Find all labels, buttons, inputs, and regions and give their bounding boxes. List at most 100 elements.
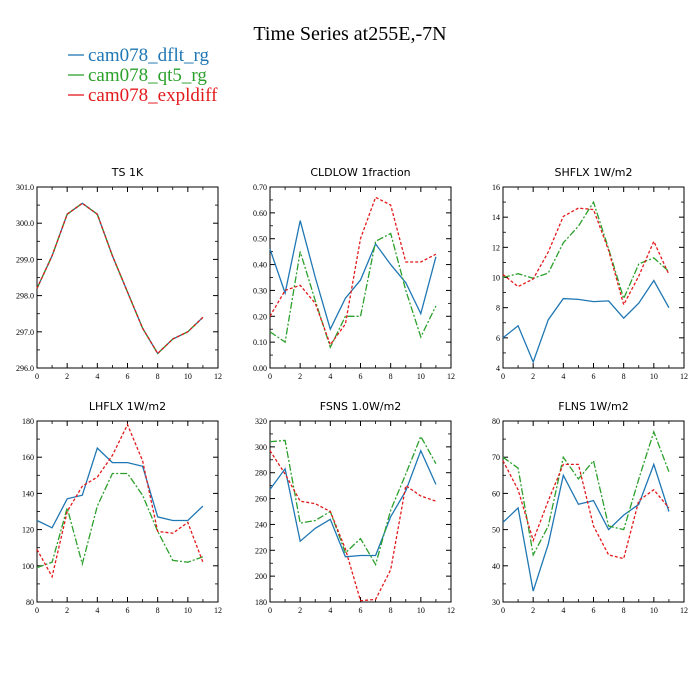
y-tick-label: 160 — [22, 453, 34, 462]
x-tick-label: 6 — [126, 372, 130, 381]
x-tick-label: 12 — [447, 372, 455, 381]
series-line-cam078_qt5_rg — [36, 202, 204, 355]
plot-frame-3 — [36, 420, 219, 603]
y-tick-label: 4 — [496, 364, 500, 373]
y-tick-label: 0.00 — [253, 364, 267, 373]
y-tick-label: 14 — [492, 213, 500, 222]
x-tick-label: 6 — [359, 606, 363, 615]
panel-title-4: FSNS 1.0W/m2 — [320, 400, 402, 413]
panel-title-2: SHFLX 1W/m2 — [554, 166, 632, 179]
y-tick-label: 16 — [492, 183, 500, 192]
series-line-cam078_expldiff — [269, 196, 437, 347]
y-tick-label: 80 — [492, 417, 500, 426]
x-tick-label: 0 — [501, 606, 505, 615]
x-tick-label: 4 — [95, 372, 99, 381]
legend-label-0: cam078_dflt_rg — [88, 45, 210, 66]
panels: TS 1K 0 2 4 6 8 10 12 296.0 297.0 298.0 299.0 300.0 3… — [16, 166, 688, 615]
y-tick-label: 296.0 — [16, 364, 34, 373]
series-line-cam078_dflt_rg — [502, 462, 670, 592]
panel-5: FLNS 1W/m2 0 2 4 6 8 10 12 30 40 50 60 70 80 — [492, 400, 688, 615]
x-tick-label: 12 — [214, 606, 222, 615]
series-line-cam078_qt5_rg — [269, 434, 437, 567]
panel-title-0: TS 1K — [111, 166, 144, 179]
y-tick-label: 320 — [255, 417, 267, 426]
series-line-cam078_qt5_rg — [269, 232, 437, 350]
y-tick-label: 0.30 — [253, 286, 267, 295]
panel-2: SHFLX 1W/m2 0 2 4 6 8 10 12 4 6 8 10 12 14 16 — [492, 166, 688, 381]
panel-4: FSNS 1.0W/m2 0 2 4 6 8 10 12 180 200 220 240 260 280 3… — [255, 400, 455, 615]
series-line-cam078_qt5_rg — [36, 472, 204, 569]
y-tick-label: 300.0 — [16, 219, 34, 228]
series-line-cam078_expldiff — [502, 207, 670, 307]
x-tick-label: 10 — [417, 372, 425, 381]
x-tick-label: 10 — [650, 606, 658, 615]
x-tick-label: 6 — [126, 606, 130, 615]
y-tick-label: 6 — [496, 334, 500, 343]
y-tick-label: 200 — [255, 572, 267, 581]
panel-title-5: FLNS 1W/m2 — [558, 400, 628, 413]
panel-3: LHFLX 1W/m2 0 2 4 6 8 10 12 80 100 120 140 160 180 — [22, 400, 222, 615]
y-tick-label: 300 — [255, 443, 267, 452]
series-line-cam078_dflt_rg — [36, 202, 204, 355]
x-tick-label: 0 — [268, 606, 272, 615]
x-tick-label: 2 — [65, 606, 69, 615]
series-line-cam078_expldiff — [36, 423, 204, 579]
x-tick-label: 0 — [35, 372, 39, 381]
x-tick-label: 2 — [531, 606, 535, 615]
x-tick-label: 12 — [214, 372, 222, 381]
x-tick-label: 4 — [95, 606, 99, 615]
x-tick-label: 6 — [359, 372, 363, 381]
y-tick-label: 240 — [255, 520, 267, 529]
y-tick-label: 260 — [255, 495, 267, 504]
plot-frame-0 — [36, 186, 219, 369]
x-tick-label: 6 — [592, 606, 596, 615]
x-tick-label: 8 — [156, 606, 160, 615]
y-tick-label: 0.70 — [253, 183, 267, 192]
y-tick-label: 301.0 — [16, 183, 34, 192]
x-tick-label: 8 — [389, 372, 393, 381]
y-tick-label: 80 — [26, 598, 34, 607]
legend-label-2: cam078_expldiff — [88, 85, 218, 106]
figure-title: Time Series at255E,-7N — [253, 23, 446, 45]
x-tick-label: 8 — [622, 372, 626, 381]
x-tick-label: 8 — [156, 372, 160, 381]
y-tick-label: 8 — [496, 304, 500, 313]
y-tick-label: 0.60 — [253, 209, 267, 218]
panel-0: TS 1K 0 2 4 6 8 10 12 296.0 297.0 298.0 299.0 300.0 3… — [16, 166, 222, 381]
x-tick-label: 10 — [650, 372, 658, 381]
x-tick-label: 2 — [531, 372, 535, 381]
y-tick-label: 10 — [492, 274, 500, 283]
series-line-cam078_qt5_rg — [502, 429, 670, 557]
x-tick-label: 8 — [389, 606, 393, 615]
series-line-cam078_dflt_rg — [269, 220, 437, 332]
series-line-cam078_expldiff — [36, 202, 204, 355]
plot-frame-1 — [269, 186, 452, 369]
y-tick-label: 60 — [492, 489, 500, 498]
x-tick-label: 12 — [680, 606, 688, 615]
y-tick-label: 0.10 — [253, 338, 267, 347]
y-tick-label: 220 — [255, 546, 267, 555]
legend: cam078_dflt_rg cam078_qt5_rg cam078_expl… — [68, 45, 218, 106]
y-tick-label: 280 — [255, 469, 267, 478]
panel-title-1: CLDLOW 1fraction — [310, 166, 410, 179]
y-tick-label: 180 — [255, 598, 267, 607]
x-tick-label: 2 — [65, 372, 69, 381]
x-tick-label: 4 — [561, 372, 565, 381]
y-tick-label: 30 — [492, 598, 500, 607]
y-tick-label: 40 — [492, 562, 500, 571]
x-tick-label: 8 — [622, 606, 626, 615]
y-tick-label: 299.0 — [16, 255, 34, 264]
y-tick-label: 180 — [22, 417, 34, 426]
x-tick-label: 6 — [592, 372, 596, 381]
series-line-cam078_qt5_rg — [502, 200, 670, 301]
y-tick-label: 0.20 — [253, 312, 267, 321]
series-line-cam078_dflt_rg — [502, 279, 670, 364]
x-tick-label: 0 — [35, 606, 39, 615]
x-tick-label: 12 — [447, 606, 455, 615]
y-tick-label: 297.0 — [16, 328, 34, 337]
y-tick-label: 0.40 — [253, 261, 267, 270]
x-tick-label: 4 — [328, 372, 332, 381]
x-tick-label: 10 — [417, 606, 425, 615]
x-tick-label: 0 — [268, 372, 272, 381]
series-line-cam078_dflt_rg — [36, 446, 204, 529]
